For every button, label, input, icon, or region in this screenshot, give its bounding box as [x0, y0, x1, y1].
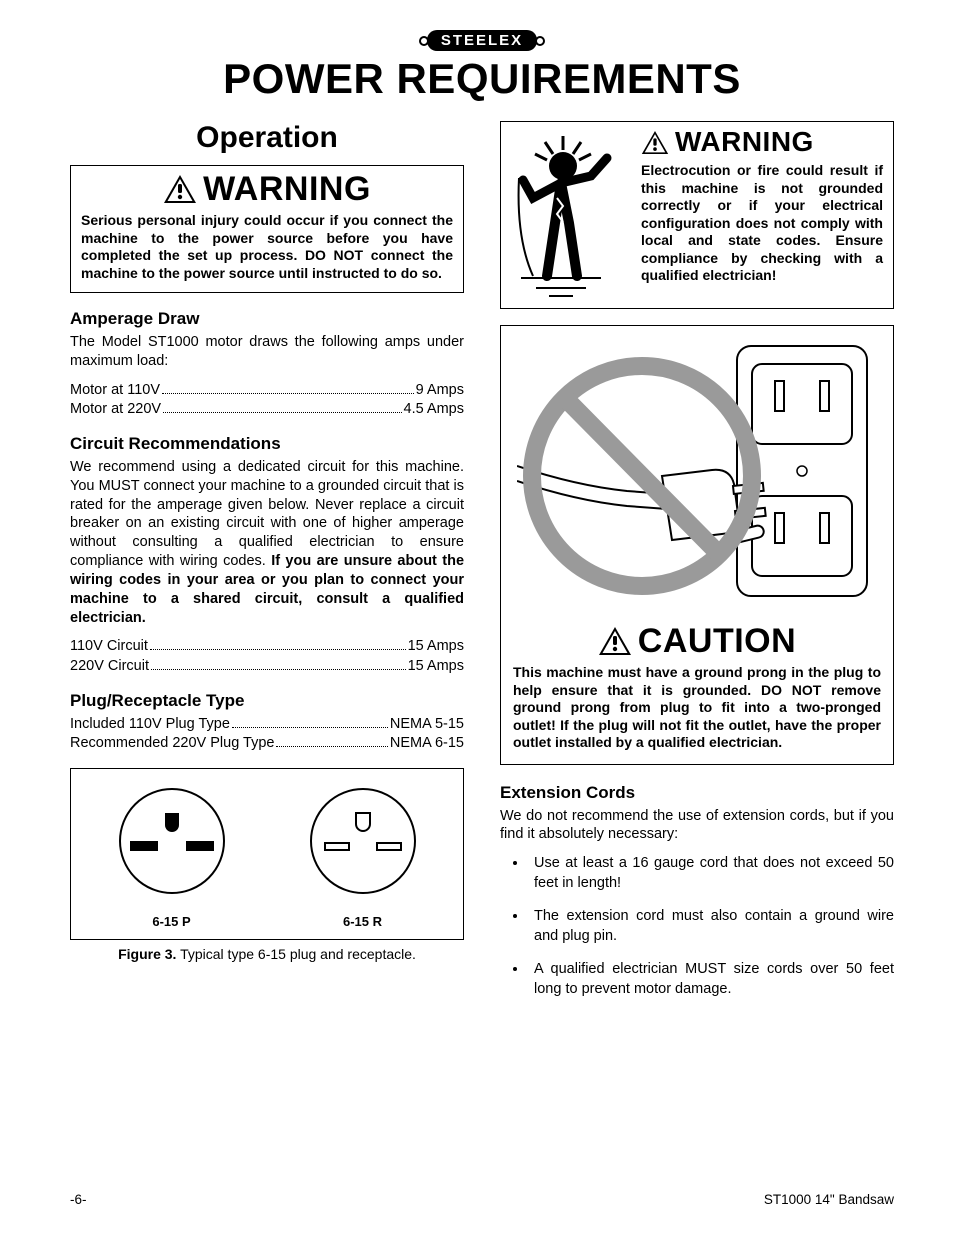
extension-cords-list: Use at least a 16 gauge cord that does n…	[500, 854, 894, 999]
circuit-row: 110V Circuit 15 Amps	[70, 637, 464, 657]
warning-head-text: WARNING	[675, 128, 814, 156]
amperage-heading: Amperage Draw	[70, 309, 464, 329]
amperage-label: Motor at 220V	[70, 400, 161, 420]
warning-text: Electrocution or fire could result if th…	[641, 162, 883, 285]
plug-value: NEMA 5-15	[390, 715, 464, 735]
leader-dots	[276, 746, 387, 747]
nema-plug-label: 6-15 P	[97, 914, 247, 929]
circuit-value: 15 Amps	[408, 637, 464, 657]
right-column: WARNING Electrocution or fire could resu…	[500, 121, 894, 1014]
warning-head: WARNING	[641, 128, 883, 156]
amperage-value: 9 Amps	[416, 381, 464, 401]
electrocution-icon-cell	[511, 128, 631, 298]
caution-head-text: CAUTION	[638, 624, 796, 658]
plug-value: NEMA 6-15	[390, 734, 464, 754]
caution-illustration	[513, 336, 881, 616]
amperage-row: Motor at 110V 9 Amps	[70, 381, 464, 401]
nema-6-15-receptacle-icon	[288, 783, 438, 903]
nema-receptacle: 6-15 R	[288, 783, 438, 929]
amperage-intro: The Model ST1000 motor draws the followi…	[70, 333, 464, 371]
nema-diagram: 6-15 P 6-15 R	[81, 783, 453, 929]
plug-label: Recommended 220V Plug Type	[70, 734, 274, 754]
extension-cords-item: Use at least a 16 gauge cord that does n…	[528, 854, 894, 893]
amperage-row: Motor at 220V 4.5 Amps	[70, 400, 464, 420]
caution-head: CAUTION	[513, 624, 881, 658]
circuit-label: 110V Circuit	[70, 637, 148, 657]
figure-3-caption-bold: Figure 3.	[118, 946, 176, 962]
amperage-value: 4.5 Amps	[404, 400, 464, 420]
circuit-label: 220V Circuit	[70, 657, 149, 677]
brand-badge: STEELEX	[427, 30, 537, 51]
operation-heading: Operation	[70, 121, 464, 155]
page-title: POWER REQUIREMENTS	[70, 55, 894, 103]
amperage-list: Motor at 110V 9 Amps Motor at 220V 4.5 A…	[70, 381, 464, 420]
leader-dots	[162, 393, 414, 394]
page-footer: -6- ST1000 14" Bandsaw	[70, 1192, 894, 1207]
circuit-value: 15 Amps	[408, 657, 464, 677]
circuit-paragraph: We recommend using a dedicated circuit f…	[70, 458, 464, 628]
nema-receptacle-label: 6-15 R	[288, 914, 438, 929]
caution-box: CAUTION This machine must have a ground …	[500, 325, 894, 765]
left-column: Operation WARNING Serious personal injur…	[70, 121, 464, 1014]
plug-row: Recommended 220V Plug Type NEMA 6-15	[70, 734, 464, 754]
figure-3-caption: Figure 3. Typical type 6-15 plug and rec…	[70, 946, 464, 962]
leader-dots	[163, 412, 401, 413]
figure-3-caption-text: Typical type 6-15 plug and receptacle.	[176, 946, 415, 962]
nema-6-15-plug-icon	[97, 783, 247, 903]
warning-head: WARNING	[81, 172, 453, 206]
plug-list: Included 110V Plug Type NEMA 5-15 Recomm…	[70, 715, 464, 754]
nema-plug: 6-15 P	[97, 783, 247, 929]
circuit-row: 220V Circuit 15 Amps	[70, 657, 464, 677]
no-remove-ground-prong-icon	[517, 336, 877, 616]
warning-head-text: WARNING	[203, 172, 371, 206]
brand-badge-wrap: STEELEX	[70, 30, 894, 51]
circuit-list: 110V Circuit 15 Amps 220V Circuit 15 Amp…	[70, 637, 464, 676]
caution-text: This machine must have a ground prong in…	[513, 664, 881, 752]
warning-triangle-icon	[163, 174, 197, 204]
extension-cords-intro: We do not recommend the use of extension…	[500, 807, 894, 845]
page-number: -6-	[70, 1192, 87, 1207]
leader-dots	[150, 649, 406, 650]
doc-title: ST1000 14" Bandsaw	[764, 1192, 894, 1207]
plug-row: Included 110V Plug Type NEMA 5-15	[70, 715, 464, 735]
electrocution-icon	[511, 128, 631, 298]
figure-3-box: 6-15 P 6-15 R	[70, 768, 464, 940]
circuit-heading: Circuit Recommendations	[70, 434, 464, 454]
warning-box-operation: WARNING Serious personal injury could oc…	[70, 165, 464, 293]
two-column-layout: Operation WARNING Serious personal injur…	[70, 121, 894, 1014]
amperage-label: Motor at 110V	[70, 381, 160, 401]
plug-label: Included 110V Plug Type	[70, 715, 230, 735]
leader-dots	[232, 727, 388, 728]
warning-triangle-icon	[641, 130, 669, 155]
extension-cords-item: The extension cord must also contain a g…	[528, 907, 894, 946]
warning-box-electrocution: WARNING Electrocution or fire could resu…	[500, 121, 894, 309]
extension-cords-heading: Extension Cords	[500, 783, 894, 803]
caution-triangle-icon	[598, 626, 632, 656]
warning-text: Serious personal injury could occur if y…	[81, 212, 453, 282]
plug-heading: Plug/Receptacle Type	[70, 691, 464, 711]
leader-dots	[151, 669, 406, 670]
extension-cords-item: A qualified electrician MUST size cords …	[528, 960, 894, 999]
